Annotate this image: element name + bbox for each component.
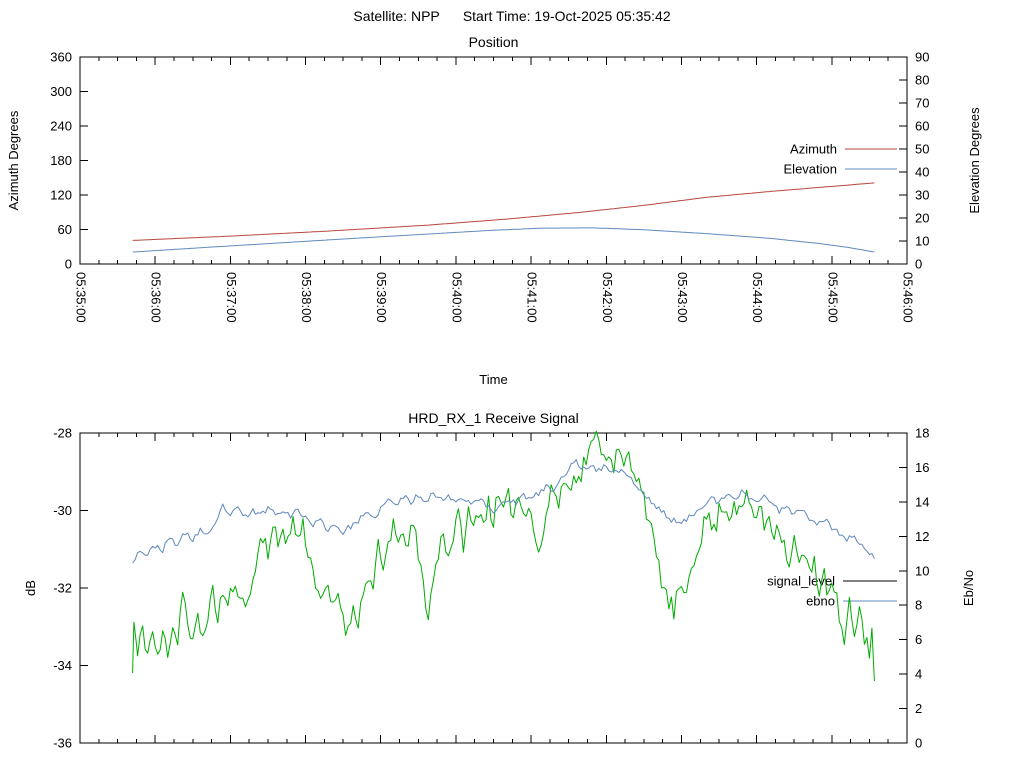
y-left-tick-label: -28	[53, 426, 72, 441]
ebno-line	[132, 459, 875, 564]
legend: Azimuth Elevation	[784, 142, 897, 177]
plot-main-title: Satellite: NPP Start Time: 19-Oct-2025 0…	[353, 8, 671, 24]
y-right-tick-label: 50	[915, 142, 929, 157]
y-left-tick-label: 60	[58, 222, 72, 237]
y-left-tick-label: 180	[50, 153, 72, 168]
y-right-tick-label: 10	[915, 234, 929, 249]
y-right-tick-label: 0	[915, 736, 922, 751]
x-tick-label: 05:39:00	[374, 272, 389, 323]
y-right-tick-label: 6	[915, 632, 922, 647]
y-left-tick-label: -36	[53, 736, 72, 751]
y-left-tick-label: 360	[50, 50, 72, 65]
y-right-tick-label: 12	[915, 529, 929, 544]
y-left-tick-label: 120	[50, 188, 72, 203]
x-tick-label: 05:43:00	[675, 272, 690, 323]
y-left-tick-label: 240	[50, 119, 72, 134]
chart-title: Position	[469, 34, 519, 50]
signal-level-line	[132, 430, 875, 682]
legend-label-azimuth: Azimuth	[790, 142, 837, 157]
legend-label-signal-level: signal_level	[767, 574, 835, 589]
y-right-axis-title: Elevation Degrees	[967, 107, 982, 214]
y-axis-ticks	[80, 432, 907, 744]
y-right-tick-label: 20	[915, 211, 929, 226]
x-axis-ticks	[79, 57, 908, 264]
y-right-tick-label: 8	[915, 598, 922, 613]
y-right-tick-label: 2	[915, 701, 922, 716]
y-right-tick-label: 4	[915, 667, 922, 682]
y-right-tick-label: 70	[915, 96, 929, 111]
y-left-axis-title: dB	[23, 580, 38, 596]
y-right-tick-label: 80	[915, 73, 929, 88]
y-right-tick-label: 60	[915, 119, 929, 134]
y-left-tick-label: 300	[50, 84, 72, 99]
y-right-axis-title: Eb/No	[961, 570, 976, 606]
x-tick-label: 05:35:00	[74, 272, 89, 323]
y-right-tick-label: 18	[915, 426, 929, 441]
legend-label-ebno: ebno	[806, 594, 835, 609]
y-right-tick-label: 30	[915, 188, 929, 203]
y-right-tick-label: 90	[915, 50, 929, 65]
azimuth-line	[132, 182, 875, 241]
y-right-tick-label: 10	[915, 563, 929, 578]
y-right-tick-label: 16	[915, 460, 929, 475]
y-left-tick-label: -30	[53, 503, 72, 518]
y-right-tick-label: 0	[915, 257, 922, 272]
x-tick-label: 05:38:00	[299, 272, 314, 323]
y-left-tick-label: -32	[53, 581, 72, 596]
x-tick-label: 05:44:00	[750, 272, 765, 323]
y-left-axis-title: Azimuth Degrees	[6, 110, 21, 210]
elevation-line	[132, 227, 875, 253]
x-tick-label: 05:41:00	[525, 272, 540, 323]
x-axis-title: Time	[479, 372, 507, 387]
x-tick-label: 05:40:00	[449, 272, 464, 323]
y-right-tick-label: 14	[915, 494, 929, 509]
x-tick-label: 05:45:00	[825, 272, 840, 323]
x-tick-label: 05:36:00	[149, 272, 164, 323]
chart-title: HRD_RX_1 Receive Signal	[408, 410, 578, 426]
y-axis-ticks	[80, 56, 907, 265]
x-axis-ticks	[79, 433, 908, 743]
chart-position: Position 05:35:00 05:36:00 05:37:00 05:38:00…	[6, 34, 982, 387]
y-right-tick-label: 40	[915, 165, 929, 180]
plot-border	[79, 56, 908, 265]
legend-label-elevation: Elevation	[784, 162, 837, 177]
x-tick-label: 05:37:00	[224, 272, 239, 323]
y-left-tick-label: -34	[53, 658, 72, 673]
chart-hrd-rx-1-receive-signal: HRD_RX_1 Receive Signal -36 -34 -32 -30 -28 0 2…	[23, 410, 976, 751]
y-left-tick-label: 0	[65, 257, 72, 272]
x-tick-label: 05:46:00	[901, 272, 916, 323]
x-tick-label: 05:42:00	[600, 272, 615, 323]
